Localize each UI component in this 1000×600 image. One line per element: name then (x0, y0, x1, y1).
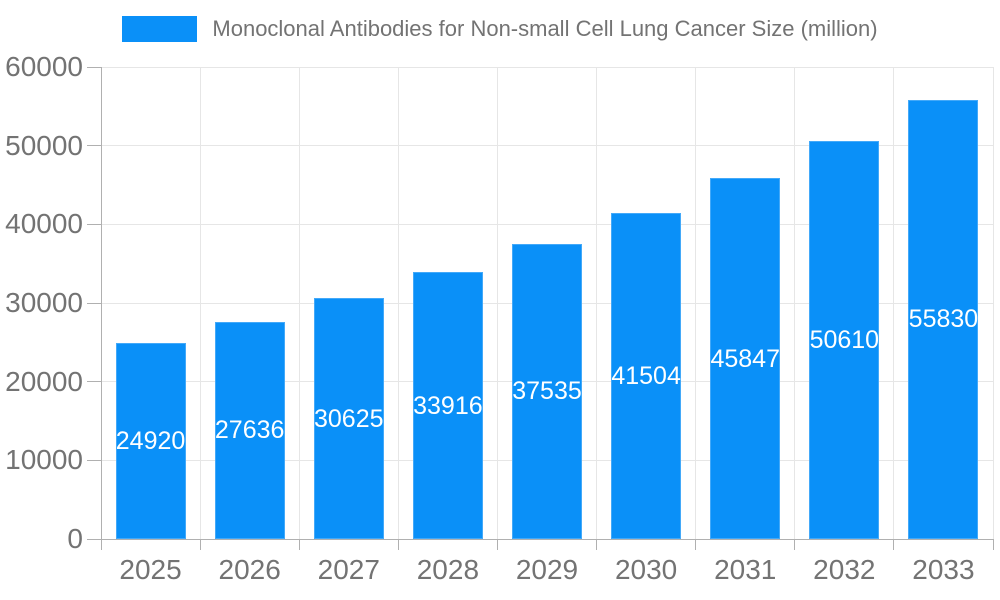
legend-swatch (122, 16, 198, 42)
v-gridline (893, 67, 895, 539)
y-tick-mark (87, 145, 101, 147)
bar-value-label: 30625 (314, 404, 384, 433)
x-tick-mark (992, 539, 994, 550)
v-gridline (199, 67, 201, 539)
y-tick-mark (87, 459, 101, 461)
x-axis-line (101, 539, 993, 540)
legend-label: Monoclonal Antibodies for Non-small Cell… (212, 16, 878, 41)
x-tick-mark (893, 539, 895, 550)
v-gridline (397, 67, 399, 539)
h-gridline (101, 145, 993, 147)
x-tick-label-2031: 2031 (714, 554, 777, 585)
v-gridline (596, 67, 598, 539)
bar-value-label: 37535 (512, 377, 582, 406)
bar-2030[interactable]: 41504 (611, 212, 682, 539)
v-gridline (298, 67, 300, 539)
x-tick-label-2027: 2027 (317, 554, 380, 585)
x-tick-label-2033: 2033 (912, 554, 975, 585)
x-tick-mark (100, 539, 102, 550)
y-tick-label: 0 (67, 523, 83, 554)
v-gridline (794, 67, 796, 539)
x-tick-label-2028: 2028 (416, 554, 480, 585)
bar-2026[interactable]: 27636 (214, 321, 285, 539)
x-tick-label-2025: 2025 (119, 554, 182, 585)
bar-2032[interactable]: 50610 (809, 140, 880, 539)
bar-2025[interactable]: 24920 (115, 342, 186, 539)
v-gridline (992, 67, 994, 539)
x-tick-mark (199, 539, 201, 550)
h-gridline (101, 66, 993, 68)
x-tick-mark (596, 539, 598, 550)
legend-item[interactable]: Monoclonal Antibodies for Non-small Cell… (0, 16, 1000, 42)
y-tick-label: 50000 (5, 129, 83, 161)
bar-value-label: 24920 (115, 426, 186, 455)
bar-value-label: 33916 (413, 391, 483, 420)
x-tick-mark (397, 539, 399, 550)
x-tick-label-2026: 2026 (218, 554, 281, 585)
v-gridline (695, 67, 697, 539)
bar-2027[interactable]: 30625 (313, 298, 384, 539)
y-tick-mark (87, 223, 101, 225)
bar-2033[interactable]: 55830 (908, 99, 979, 539)
x-tick-label-2029: 2029 (515, 554, 579, 585)
h-gridline (101, 223, 993, 225)
y-tick-mark (87, 302, 101, 304)
y-tick-label: 30000 (5, 287, 83, 318)
x-tick-mark (794, 539, 796, 550)
bar-value-label: 55830 (908, 305, 979, 334)
y-tick-label: 40000 (5, 208, 83, 240)
v-gridline (496, 67, 498, 539)
bar-value-label: 27636 (214, 416, 285, 445)
x-tick-label-2030: 2030 (614, 554, 678, 585)
bar-2028[interactable]: 33916 (412, 272, 483, 539)
y-axis-line (101, 67, 102, 550)
y-tick-label: 20000 (5, 365, 83, 397)
bar-2029[interactable]: 37535 (512, 243, 582, 539)
x-tick-mark (496, 539, 498, 550)
y-tick-label: 10000 (5, 444, 83, 476)
y-tick-mark (87, 381, 101, 383)
bar-2031[interactable]: 45847 (710, 178, 781, 539)
x-tick-label-2032: 2032 (813, 554, 876, 585)
y-tick-mark (87, 66, 101, 68)
x-tick-mark (695, 539, 697, 550)
plot-area: 24920 27636 30625 33916 37535 41504 45847 50610… (101, 66, 994, 539)
bar-value-label: 45847 (710, 344, 780, 373)
y-tick-label: 60000 (5, 51, 83, 82)
bar-value-label: 41504 (611, 361, 681, 390)
x-tick-mark (298, 539, 300, 550)
bar-value-label: 50610 (809, 325, 880, 354)
y-tick-mark (87, 538, 101, 540)
